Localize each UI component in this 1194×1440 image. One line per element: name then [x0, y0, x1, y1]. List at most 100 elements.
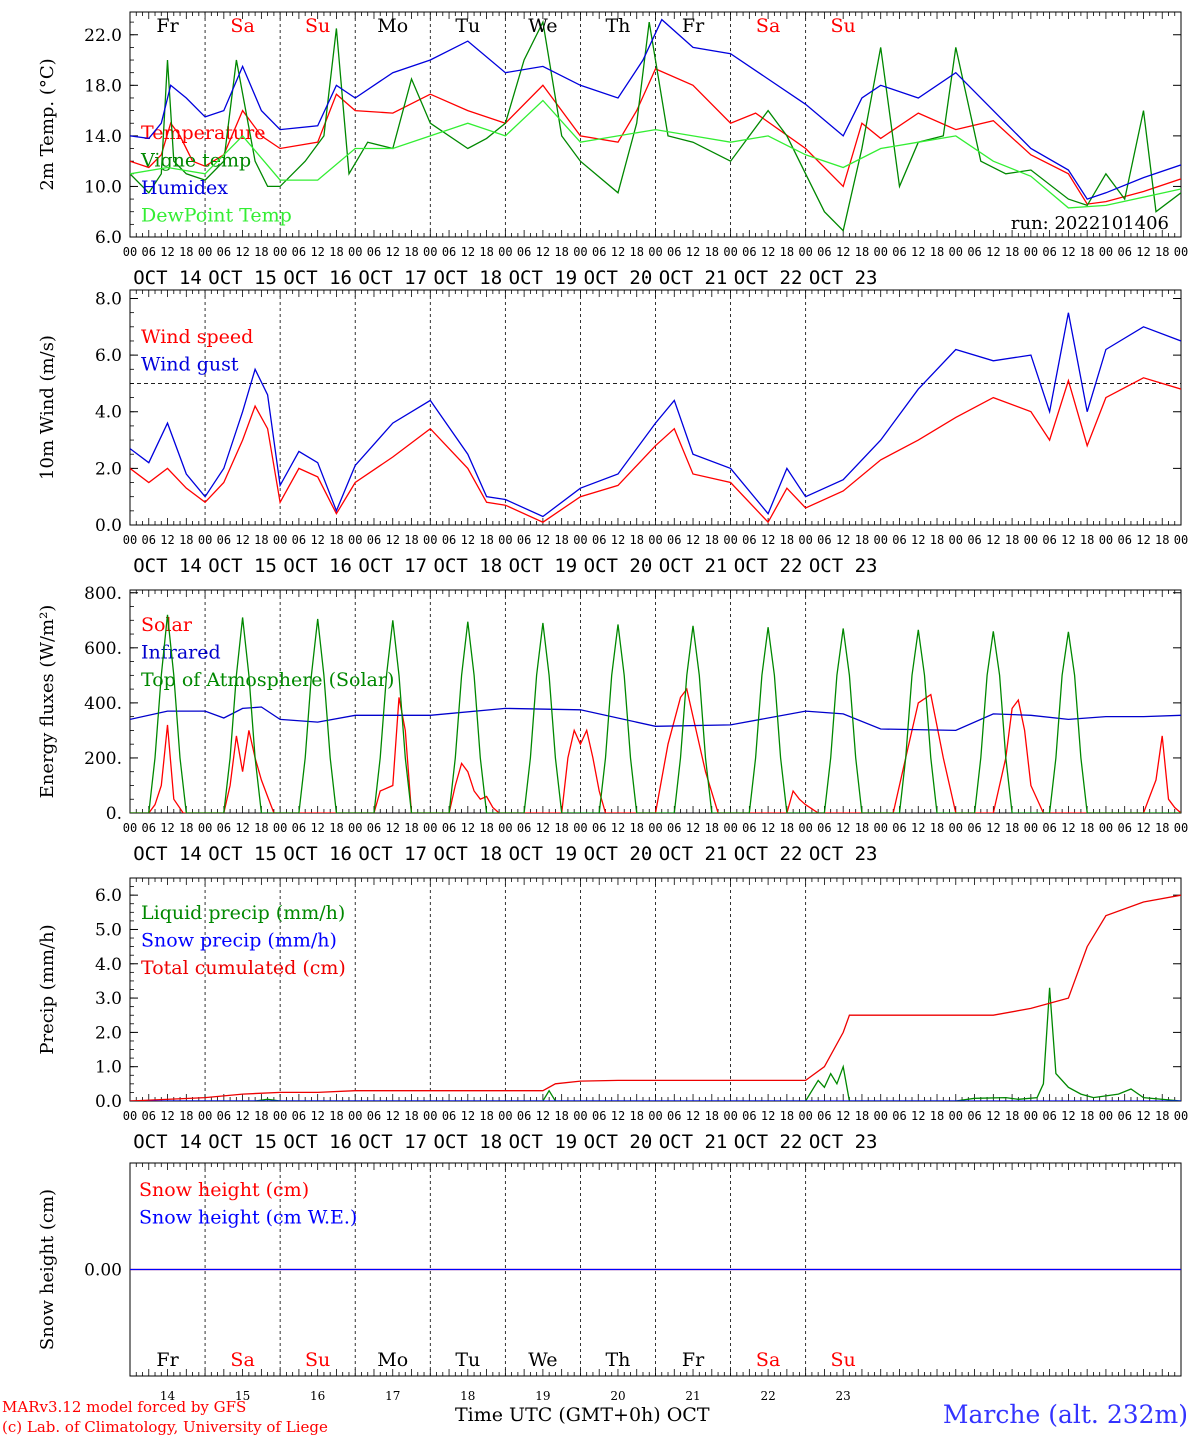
date-label: OCT 22: [734, 1131, 803, 1153]
day-number-label: 19: [535, 1389, 550, 1403]
hour-label: 06: [292, 821, 306, 835]
hour-label: 18: [254, 1109, 268, 1123]
hour-label: 12: [986, 1109, 1000, 1123]
hour-label: 12: [160, 1109, 174, 1123]
hour-label: 06: [367, 533, 381, 547]
hour-label: 00: [949, 533, 963, 547]
legend-entry: Liquid precip (mm/h): [141, 902, 345, 924]
hour-label: 00: [198, 821, 212, 835]
hour-label: 06: [517, 821, 531, 835]
hour-label: 18: [179, 821, 193, 835]
hour-label: 12: [836, 533, 850, 547]
hour-label: 18: [1005, 245, 1019, 259]
weekday-label: Sa: [756, 15, 780, 37]
hour-label: 00: [723, 821, 737, 835]
y-tick-label: 1.0: [95, 1058, 122, 1078]
series-line-4: [130, 99, 1181, 209]
date-label: OCT 19: [509, 1131, 578, 1153]
hour-label: 00: [1024, 1109, 1038, 1123]
hour-label: 06: [217, 533, 231, 547]
day-number-label: 16: [310, 1389, 325, 1403]
date-label: OCT 17: [358, 1131, 427, 1153]
hour-label: 18: [930, 533, 944, 547]
hour-label: 18: [1080, 533, 1094, 547]
hour-label: 12: [1136, 1109, 1150, 1123]
x-axis-title: Time UTC (GMT+0h) OCT: [455, 1404, 710, 1426]
hour-label: 00: [1174, 821, 1188, 835]
hour-label: 06: [667, 533, 681, 547]
hour-label: 18: [479, 533, 493, 547]
y-tick-label: 6.0: [95, 346, 122, 366]
hour-label: 06: [217, 821, 231, 835]
hour-label: 06: [1117, 1109, 1131, 1123]
hour-label: 18: [554, 1109, 568, 1123]
hour-label: 06: [442, 821, 456, 835]
date-label: OCT 18: [434, 267, 503, 289]
hour-label: 18: [1005, 533, 1019, 547]
date-label: OCT 18: [434, 555, 503, 577]
date-label: OCT 18: [434, 1131, 503, 1153]
hour-label: 00: [648, 821, 662, 835]
hour-label: 12: [761, 1109, 775, 1123]
hour-label: 00: [1099, 533, 1113, 547]
y-tick-label: 10.0: [84, 177, 122, 197]
panel-4: 0.0 1.0 2.0 3.0 4.0 5.0 6.0 Precip (mm/h) Liquid…: [37, 877, 1188, 1153]
series-line-2: [130, 312, 1181, 518]
hour-label: 12: [461, 821, 475, 835]
hour-label: 18: [329, 245, 343, 259]
day-number-label: 14: [160, 1389, 176, 1403]
hour-label: 00: [348, 533, 362, 547]
date-label: OCT 22: [734, 267, 803, 289]
hour-label: 12: [761, 533, 775, 547]
series-line-3: [130, 894, 1181, 1101]
hour-label: 18: [630, 245, 644, 259]
hour-label: 06: [592, 821, 606, 835]
y-tick-label: 600.: [84, 639, 122, 659]
y-axis-label: 10m Wind (m/s): [37, 335, 58, 480]
weekday-label: Mo: [377, 15, 408, 37]
y-tick-label: 2.0: [95, 459, 122, 479]
hour-label: 18: [1155, 1109, 1169, 1123]
hour-label: 06: [967, 821, 981, 835]
hour-label: 12: [461, 533, 475, 547]
date-label: OCT 22: [734, 843, 803, 865]
date-label: OCT 23: [809, 555, 878, 577]
hour-label: 06: [1042, 245, 1056, 259]
hour-label: 00: [123, 533, 137, 547]
weekday-label: We: [528, 15, 557, 37]
hour-label: 12: [686, 245, 700, 259]
hour-label: 12: [536, 533, 550, 547]
date-label: OCT 16: [283, 555, 352, 577]
hour-label: 18: [329, 1109, 343, 1123]
date-label: OCT 15: [208, 1131, 277, 1153]
hour-label: 18: [1005, 1109, 1019, 1123]
hour-label: 00: [423, 821, 437, 835]
hour-label: 18: [855, 245, 869, 259]
date-label: OCT 20: [584, 267, 653, 289]
hour-label: 12: [310, 1109, 324, 1123]
hour-label: 12: [686, 533, 700, 547]
hour-label: 06: [817, 1109, 831, 1123]
date-label: OCT 19: [509, 843, 578, 865]
hour-label: 18: [705, 1109, 719, 1123]
hour-label: 18: [254, 821, 268, 835]
hour-label: 00: [573, 245, 587, 259]
hour-label: 00: [648, 533, 662, 547]
legend-entry: Top of Atmosphere (Solar): [141, 669, 394, 691]
hour-label: 06: [517, 1109, 531, 1123]
hour-label: 00: [573, 1109, 587, 1123]
hour-label: 06: [592, 533, 606, 547]
hour-label: 18: [329, 533, 343, 547]
day-number-label: 23: [836, 1389, 851, 1403]
date-label: OCT 20: [584, 1131, 653, 1153]
hour-label: 18: [404, 533, 418, 547]
day-number-label: 18: [460, 1389, 475, 1403]
series-line-1: [130, 377, 1181, 524]
y-tick-label: 2.0: [95, 1023, 122, 1043]
date-label: OCT 17: [358, 267, 427, 289]
hour-label: 18: [780, 1109, 794, 1123]
hour-label: 06: [967, 245, 981, 259]
hour-label: 12: [1061, 821, 1075, 835]
hour-label: 18: [404, 821, 418, 835]
weekday-label: Fr: [156, 15, 179, 37]
